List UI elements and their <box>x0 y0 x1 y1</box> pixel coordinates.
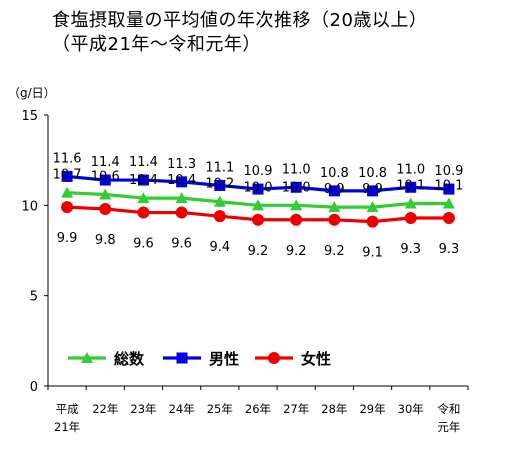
data-point-女性 <box>442 211 455 224</box>
data-label-男性: 11.6 <box>53 151 82 166</box>
data-point-男性 <box>99 174 111 186</box>
data-point-総数 <box>366 201 379 213</box>
data-label-男性: 11.0 <box>396 162 425 177</box>
x-tick-label: 26年 <box>245 402 271 416</box>
data-label-女性: 9.2 <box>248 244 269 259</box>
x-tick-label: 27年 <box>283 402 309 416</box>
data-label-男性: 11.4 <box>91 155 120 170</box>
data-point-男性 <box>137 174 149 186</box>
data-label-女性: 9.8 <box>95 233 116 248</box>
x-tick-label: 23年 <box>130 402 156 416</box>
data-point-男性 <box>252 183 264 195</box>
data-label-男性: 11.0 <box>282 162 311 177</box>
x-tick-label: 25年 <box>207 402 233 416</box>
data-point-女性 <box>328 213 341 226</box>
data-label-総数: 10.2 <box>205 177 234 192</box>
legend-label-男性: 男性 <box>209 350 239 368</box>
x-tick-label: 29年 <box>359 402 385 416</box>
data-label-女性: 9.6 <box>133 237 154 252</box>
legend-marker-男性 <box>176 352 188 364</box>
data-label-総数: 10.4 <box>167 173 196 188</box>
data-point-男性 <box>443 183 455 195</box>
data-point-男性 <box>290 181 302 193</box>
data-label-総数: 10.1 <box>396 179 425 194</box>
data-point-女性 <box>366 215 379 228</box>
legend-marker-総数 <box>81 352 93 363</box>
data-label-男性: 10.9 <box>244 164 273 179</box>
data-point-女性 <box>213 210 226 223</box>
y-axis-label: （g/日） <box>8 86 56 100</box>
data-point-女性 <box>99 202 112 215</box>
y-tick-label: 0 <box>30 380 38 395</box>
data-label-女性: 9.2 <box>286 244 307 259</box>
data-label-女性: 9.6 <box>171 237 192 252</box>
data-point-男性 <box>176 176 188 188</box>
data-point-総数 <box>404 197 417 209</box>
data-label-女性: 9.3 <box>400 242 421 257</box>
data-point-男性 <box>61 170 73 182</box>
data-point-総数 <box>290 199 303 211</box>
data-point-総数 <box>213 195 226 207</box>
data-point-女性 <box>252 213 264 226</box>
data-point-女性 <box>290 213 303 226</box>
data-label-女性: 9.3 <box>439 242 460 257</box>
data-label-総数: 10.0 <box>282 180 311 195</box>
data-label-男性: 10.8 <box>358 166 387 181</box>
legend-marker-女性 <box>268 352 280 364</box>
legend-label-総数: 総数 <box>114 350 145 368</box>
x-tick-label: 28年 <box>321 402 347 416</box>
y-tick-label: 5 <box>30 290 38 305</box>
data-label-男性: 11.4 <box>129 155 158 170</box>
data-point-女性 <box>61 201 74 214</box>
data-label-女性: 9.1 <box>362 246 383 261</box>
y-tick-label: 15 <box>21 109 38 124</box>
data-label-総数: 9.9 <box>324 182 345 197</box>
data-label-総数: 9.9 <box>362 182 383 197</box>
x-tick-label: 元年 <box>437 420 460 434</box>
data-point-男性 <box>367 185 379 197</box>
data-point-総数 <box>328 201 341 213</box>
data-label-総数: 10.0 <box>244 180 273 195</box>
legend-label-女性: 女性 <box>301 350 331 368</box>
data-point-男性 <box>328 185 340 197</box>
y-tick-label: 10 <box>21 199 38 214</box>
x-tick-label: 30年 <box>398 402 424 416</box>
data-label-総数: 10.4 <box>129 173 158 188</box>
chart-subtitle: （平成21年～令和元年） <box>52 34 261 55</box>
chart-title: 食塩摂取量の平均値の年次推移（20歳以上） <box>52 10 428 31</box>
data-point-総数 <box>137 192 150 204</box>
x-tick-label: 平成 <box>56 402 79 416</box>
data-label-男性: 11.1 <box>205 160 234 175</box>
data-point-男性 <box>405 181 417 193</box>
data-label-女性: 9.2 <box>324 244 345 259</box>
data-label-女性: 9.9 <box>57 231 78 246</box>
data-label-総数: 10.7 <box>53 168 82 183</box>
data-label-男性: 10.8 <box>320 166 349 181</box>
data-label-女性: 9.4 <box>209 240 230 255</box>
data-point-男性 <box>214 179 226 191</box>
data-label-総数: 10.1 <box>434 179 463 194</box>
x-tick-label: 22年 <box>92 402 118 416</box>
data-label-総数: 10.6 <box>91 169 120 184</box>
data-point-総数 <box>61 186 74 198</box>
data-point-女性 <box>175 206 188 219</box>
data-point-総数 <box>442 197 455 209</box>
x-tick-label: 令和 <box>437 402 460 416</box>
x-tick-label: 24年 <box>169 402 195 416</box>
data-point-総数 <box>175 192 188 204</box>
data-label-男性: 11.3 <box>167 157 196 172</box>
x-tick-label: 21年 <box>54 420 80 434</box>
data-point-総数 <box>99 188 112 200</box>
data-label-男性: 10.9 <box>434 164 463 179</box>
data-point-総数 <box>252 199 264 211</box>
data-point-女性 <box>404 211 417 224</box>
data-point-女性 <box>137 206 150 219</box>
